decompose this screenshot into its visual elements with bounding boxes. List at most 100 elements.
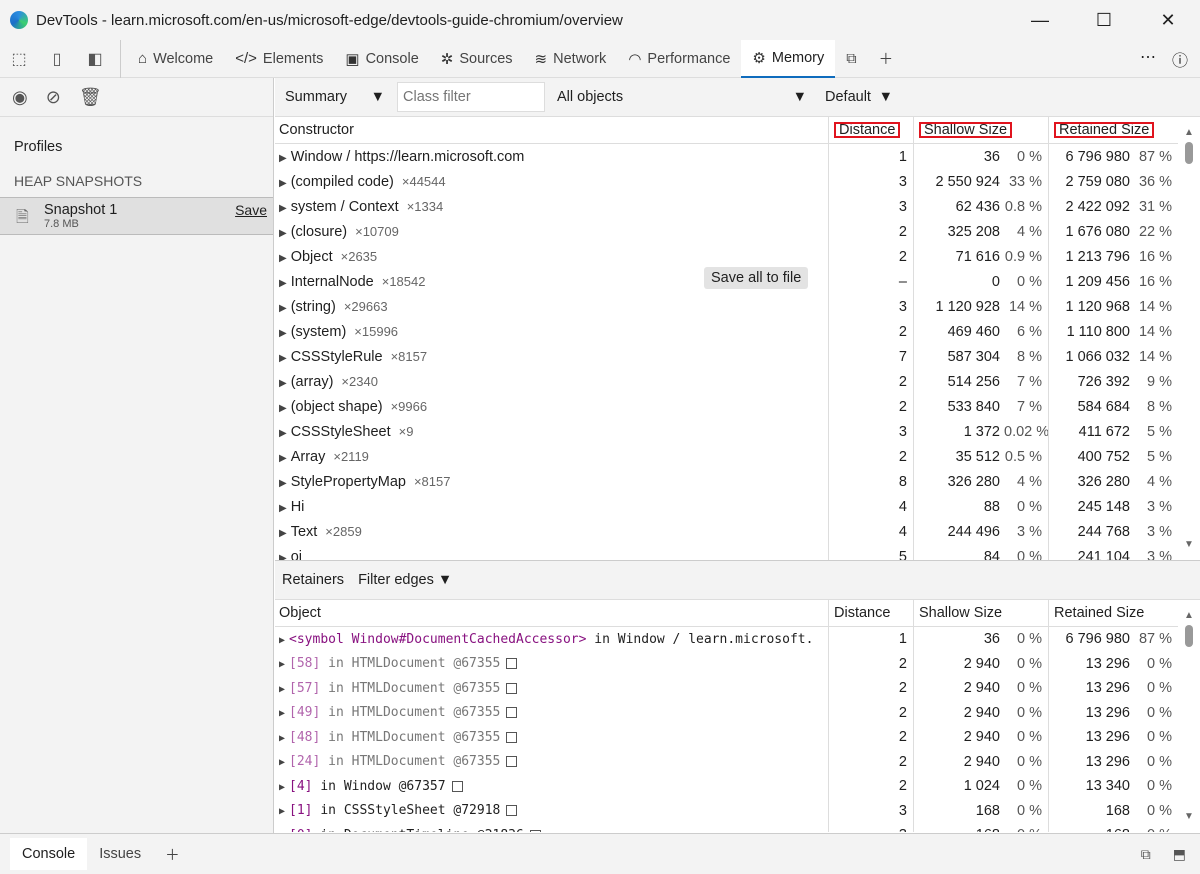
- save-snapshot-link[interactable]: Save: [235, 202, 267, 218]
- table-row[interactable]: ▶ InternalNode ×18542 – 0 0 % 1 209 456 16 %: [275, 269, 1200, 294]
- reveal-node-icon[interactable]: [506, 805, 518, 817]
- dock-drawer-icon[interactable]: ⧉: [1140, 845, 1151, 862]
- expand-triangle-icon[interactable]: ▶: [279, 252, 287, 264]
- table-row[interactable]: ▶ [57] in HTMLDocument @67355 2 2 940 0 % 13 …: [275, 675, 1200, 701]
- default-select[interactable]: Default ▼: [819, 82, 899, 112]
- reveal-node-icon[interactable]: [451, 780, 463, 792]
- expand-triangle-icon[interactable]: ▶: [279, 377, 287, 389]
- clear-icon[interactable]: ⊘: [45, 86, 61, 107]
- reveal-node-icon[interactable]: [506, 756, 518, 768]
- expand-triangle-icon[interactable]: ▶: [279, 427, 287, 439]
- add-drawer-tab-icon[interactable]: ＋: [165, 847, 180, 864]
- table-row[interactable]: ▶ (system) ×15996 2 469 460 6 % 1 110 800 14 %: [275, 319, 1200, 344]
- snapshot-item[interactable]: 🗎 Snapshot 1 7.8 MB Save: [0, 197, 273, 235]
- expand-triangle-icon[interactable]: ▶: [279, 683, 286, 695]
- table-row[interactable]: ▶ oj 5 84 0 % 241 104 3 %: [275, 544, 1200, 560]
- record-icon[interactable]: ◉: [12, 86, 28, 107]
- table-row[interactable]: ▶ (array) ×2340 2 514 256 7 % 726 392 9 %: [275, 369, 1200, 394]
- table-row[interactable]: ▶ (compiled code) ×44544 3 2 550 924 33 % 2 75…: [275, 169, 1200, 194]
- expand-triangle-icon[interactable]: ▶: [279, 659, 286, 671]
- table-row[interactable]: ▶ Array ×2119 2 35 512 0.5 % 400 752 5 %: [275, 444, 1200, 469]
- inspect-icon[interactable]: ⬚: [11, 50, 27, 68]
- expand-triangle-icon[interactable]: ▶: [279, 477, 287, 489]
- table-row[interactable]: ▶ Object ×2635 2 71 616 0.9 % 1 213 796 16 %: [275, 244, 1200, 269]
- expand-triangle-icon[interactable]: ▶: [279, 552, 287, 561]
- tab-welcome[interactable]: ⌂ Welcome: [127, 40, 224, 78]
- minimize-button[interactable]: —: [1031, 9, 1049, 30]
- expand-triangle-icon[interactable]: ▶: [279, 732, 286, 744]
- table-row[interactable]: ▶ [48] in HTMLDocument @67355 2 2 940 0 % 13 …: [275, 724, 1200, 750]
- table-row[interactable]: ▶ [24] in HTMLDocument @67355 2 2 940 0 % 13 …: [275, 749, 1200, 775]
- table-row[interactable]: ▶ Window / https://learn.microsoft.com 1 36…: [275, 144, 1200, 169]
- tab-network[interactable]: ≋ Network: [524, 40, 618, 78]
- expand-triangle-icon[interactable]: ▶: [279, 177, 287, 189]
- expand-triangle-icon[interactable]: ▶: [279, 227, 287, 239]
- maximize-button[interactable]: ☐: [1095, 9, 1113, 30]
- expand-triangle-icon[interactable]: ▶: [279, 452, 287, 464]
- tab-sources[interactable]: ✲ Sources: [430, 40, 524, 78]
- more-panels-icon[interactable]: ⧉: [846, 50, 857, 67]
- col-retained-size[interactable]: Retained Size: [1048, 599, 1178, 627]
- table-row[interactable]: ▶ [1] in CSSStyleSheet @72918 3 168 0 % 168 0 …: [275, 798, 1200, 824]
- drawer-tab-console[interactable]: Console: [10, 838, 88, 870]
- reveal-node-icon[interactable]: [506, 658, 518, 670]
- drawer-tab-issues[interactable]: Issues: [99, 846, 142, 862]
- col-distance[interactable]: Distance: [834, 122, 901, 138]
- expand-triangle-icon[interactable]: ▶: [279, 402, 287, 414]
- expand-triangle-icon[interactable]: ▶: [279, 527, 287, 539]
- class-filter-input[interactable]: [397, 82, 545, 112]
- table-row[interactable]: ▶ <symbol Window#DocumentCachedAccessor> …: [275, 627, 1200, 652]
- col-constructor[interactable]: Constructor: [279, 122, 354, 138]
- tab-memory[interactable]: ⚙ Memory: [741, 39, 836, 78]
- table-row[interactable]: ▶ Hi 4 88 0 % 245 148 3 %: [275, 494, 1200, 519]
- objects-select[interactable]: All objects ▼: [551, 82, 813, 112]
- table-row[interactable]: ▶ (object shape) ×9966 2 533 840 7 % 584 684 8 …: [275, 394, 1200, 419]
- add-tab-icon[interactable]: ＋: [878, 52, 894, 68]
- table-row[interactable]: ▶ CSSStyleSheet ×9 3 1 372 0.02 % 411 672 5 %: [275, 419, 1200, 444]
- reveal-node-icon[interactable]: [506, 682, 518, 694]
- table-row[interactable]: ▶ system / Context ×1334 3 62 436 0.8 % 2 422 …: [275, 194, 1200, 219]
- expand-triangle-icon[interactable]: ▶: [279, 327, 287, 339]
- table-row[interactable]: ▶ [4] in Window @67357 2 1 024 0 % 13 340 0 %: [275, 773, 1200, 799]
- expand-triangle-icon[interactable]: ▶: [279, 634, 286, 646]
- expand-triangle-icon[interactable]: ▶: [279, 277, 287, 289]
- view-select[interactable]: Summary ▼: [279, 82, 391, 112]
- more-options-icon[interactable]: ⋯: [1139, 48, 1156, 66]
- expand-triangle-icon[interactable]: ▶: [279, 302, 287, 314]
- summary-scrollbar[interactable]: ▲ ▼: [1178, 117, 1200, 560]
- col-distance[interactable]: Distance: [828, 599, 913, 627]
- table-row[interactable]: ▶ StylePropertyMap ×8157 8 326 280 4 % 326 280…: [275, 469, 1200, 494]
- reveal-node-icon[interactable]: [506, 707, 518, 719]
- device-emulation-icon[interactable]: ▯: [52, 50, 62, 68]
- table-row[interactable]: ▶ CSSStyleRule ×8157 7 587 304 8 % 1 066 032 14…: [275, 344, 1200, 369]
- expand-triangle-icon[interactable]: ▶: [279, 502, 287, 514]
- table-row[interactable]: ▶ (closure) ×10709 2 325 208 4 % 1 676 080 22 %: [275, 219, 1200, 244]
- table-row[interactable]: ▶ [49] in HTMLDocument @67355 2 2 940 0 % 13 …: [275, 700, 1200, 726]
- dock-side-icon[interactable]: ◧: [87, 50, 103, 68]
- expand-triangle-icon[interactable]: ▶: [279, 757, 286, 769]
- expand-drawer-icon[interactable]: ⬒: [1172, 845, 1186, 862]
- expand-triangle-icon[interactable]: ▶: [279, 708, 286, 720]
- col-retained-size[interactable]: Retained Size: [1054, 122, 1155, 138]
- col-shallow-size[interactable]: Shallow Size: [913, 599, 1048, 627]
- tab-console[interactable]: ▣ Console: [334, 40, 429, 78]
- table-row[interactable]: ▶ [58] in HTMLDocument @67355 2 2 940 0 % 13 …: [275, 651, 1200, 677]
- col-shallow-size[interactable]: Shallow Size: [919, 122, 1013, 138]
- expand-triangle-icon[interactable]: ▶: [279, 831, 285, 832]
- expand-triangle-icon[interactable]: ▶: [279, 152, 287, 164]
- close-button[interactable]: ✕: [1160, 9, 1176, 30]
- expand-triangle-icon[interactable]: ▶: [279, 781, 286, 793]
- save-all-to-file-button[interactable]: Save all to file: [704, 267, 809, 289]
- help-icon[interactable]: ⓘ: [1171, 52, 1188, 70]
- table-row[interactable]: ▶ Text ×2859 4 244 496 3 % 244 768 3 %: [275, 519, 1200, 544]
- reveal-node-icon[interactable]: [529, 829, 541, 832]
- retainers-scrollbar[interactable]: ▲ ▼: [1178, 600, 1200, 832]
- filter-edges-select[interactable]: Filter edges ▼: [358, 572, 453, 588]
- table-row[interactable]: ▶[0] in DocumentTimeline @2183631680 %16…: [275, 822, 1200, 832]
- expand-triangle-icon[interactable]: ▶: [279, 806, 286, 818]
- trash-icon[interactable]: 🗑: [78, 86, 102, 107]
- reveal-node-icon[interactable]: [506, 731, 518, 743]
- expand-triangle-icon[interactable]: ▶: [279, 202, 287, 214]
- col-object[interactable]: Object: [279, 605, 321, 621]
- tab-elements[interactable]: </> Elements: [224, 40, 334, 78]
